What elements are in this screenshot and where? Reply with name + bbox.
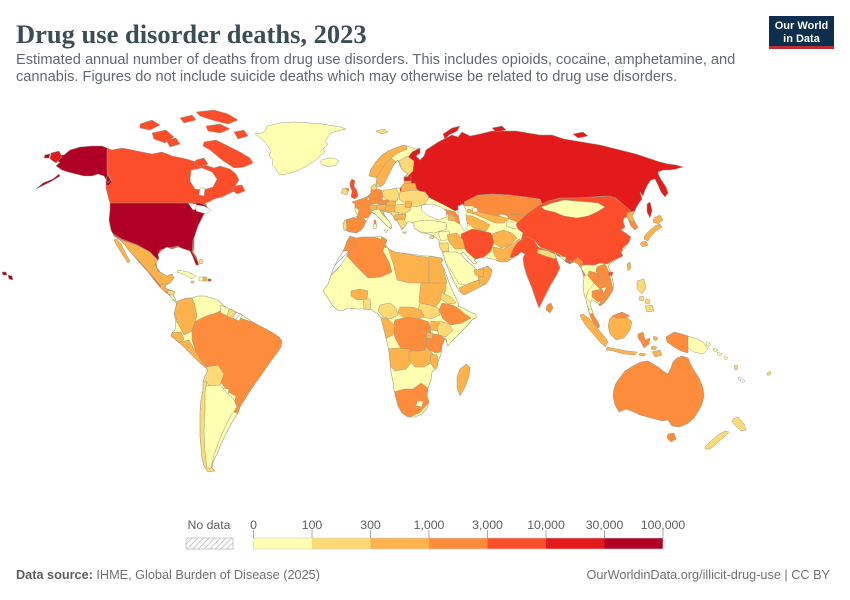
svg-text:100,000: 100,000	[641, 518, 686, 532]
svg-text:3,000: 3,000	[472, 518, 503, 532]
svg-text:30,000: 30,000	[586, 518, 624, 532]
svg-text:1,000: 1,000	[414, 518, 445, 532]
svg-text:10,000: 10,000	[527, 518, 565, 532]
svg-text:100: 100	[302, 518, 323, 532]
svg-text:300: 300	[360, 518, 381, 532]
svg-text:No data: No data	[187, 518, 230, 532]
svg-text:0: 0	[250, 518, 257, 532]
